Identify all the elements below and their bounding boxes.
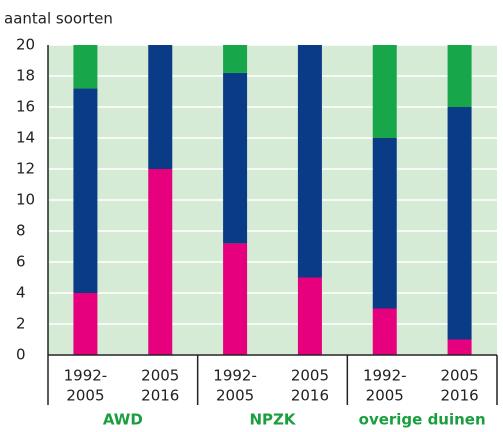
- bar-segment: [223, 45, 248, 73]
- x-tick-label: 2005: [216, 387, 254, 405]
- bar-segment: [148, 45, 173, 169]
- x-tick-label: 2005: [440, 367, 478, 385]
- bar-segment: [297, 277, 322, 355]
- y-tick-label: 18: [16, 67, 35, 85]
- y-tick-label: 8: [16, 222, 26, 240]
- bar-segment: [297, 45, 322, 278]
- y-tick-label: 2: [16, 315, 26, 333]
- bar-segment: [372, 45, 397, 138]
- bar-segment: [73, 88, 98, 294]
- y-tick-label: 0: [16, 346, 26, 364]
- bar-segment: [447, 107, 472, 340]
- y-tick-label: 14: [16, 129, 35, 147]
- x-tick-label: 2005: [366, 387, 404, 405]
- x-tick-label: 2016: [291, 387, 329, 405]
- x-tick-label: 2016: [440, 387, 478, 405]
- y-tick-label: 6: [16, 253, 26, 271]
- bar-segment: [223, 72, 248, 244]
- x-tick-label: 2005: [141, 367, 179, 385]
- bar-segment: [223, 243, 248, 355]
- x-tick-label: 1992-: [213, 367, 257, 385]
- x-tick-label: 1992-: [363, 367, 407, 385]
- bar-segment: [73, 293, 98, 355]
- y-tick-label: 10: [16, 191, 35, 209]
- x-tick-label: 1992-: [64, 367, 108, 385]
- x-tick-label: 2005: [66, 387, 104, 405]
- y-tick-label: 20: [16, 36, 35, 54]
- x-tick-label: 2005: [291, 367, 329, 385]
- bar-segment: [372, 138, 397, 309]
- group-label: AWD: [103, 411, 143, 429]
- bar-segment: [73, 45, 98, 89]
- group-label: NPZK: [249, 411, 296, 429]
- y-axis-label: aantal soorten: [4, 10, 113, 28]
- y-tick-label: 4: [16, 284, 26, 302]
- bar-segment: [447, 45, 472, 107]
- bar-segment: [372, 308, 397, 355]
- group-label: overige duinen: [359, 411, 486, 429]
- y-tick-label: 16: [16, 98, 35, 116]
- bar-segment: [447, 339, 472, 355]
- x-tick-label: 2016: [141, 387, 179, 405]
- bar-segment: [148, 169, 173, 355]
- y-tick-label: 12: [16, 160, 35, 178]
